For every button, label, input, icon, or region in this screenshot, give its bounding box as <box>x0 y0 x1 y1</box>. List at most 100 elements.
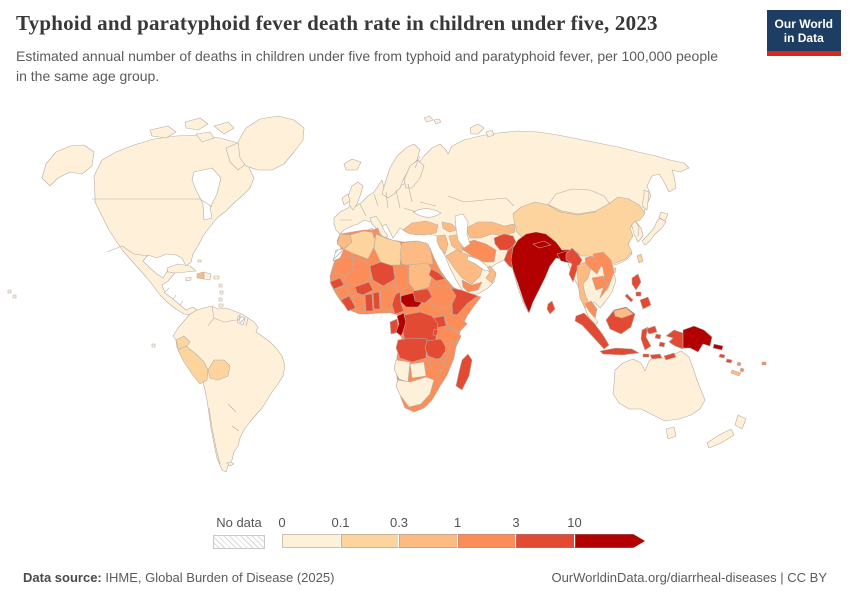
country-alaska[interactable] <box>41 144 95 187</box>
country-haiti[interactable] <box>196 271 205 280</box>
legend-tick: 0.1 <box>331 515 350 530</box>
country-indonesia[interactable] <box>574 306 684 361</box>
country-burkina-faso[interactable] <box>354 281 374 296</box>
legend-no-data-label: No data <box>216 515 262 530</box>
country-oman[interactable] <box>483 265 497 284</box>
country-dominican-republic[interactable] <box>203 271 212 281</box>
country-bolivia[interactable] <box>207 359 231 381</box>
country-south-sudan[interactable] <box>412 288 433 304</box>
country-myanmar[interactable] <box>565 247 583 283</box>
country-malaysian-borneo[interactable] <box>613 307 634 319</box>
country-cameroon[interactable] <box>391 291 405 315</box>
country-south-africa[interactable] <box>395 376 435 408</box>
country-french-guiana[interactable] <box>236 315 246 326</box>
country-greenland[interactable] <box>237 115 305 171</box>
country-sudan[interactable] <box>408 262 434 292</box>
country-sri-lanka[interactable] <box>546 300 556 315</box>
country-laos[interactable] <box>584 255 602 275</box>
country-new-caledonia[interactable] <box>730 369 742 377</box>
world-choropleth-map[interactable] <box>0 108 850 508</box>
country-uk[interactable] <box>347 181 364 211</box>
country-namibia[interactable] <box>393 359 411 383</box>
country-china[interactable] <box>512 196 646 265</box>
country-central-asia[interactable] <box>465 221 516 239</box>
country-angola[interactable] <box>395 337 428 363</box>
country-scandinavia[interactable] <box>381 143 421 199</box>
legend-color-segment[interactable] <box>282 534 341 548</box>
island-trinidad[interactable] <box>218 303 224 308</box>
country-egypt[interactable] <box>399 240 434 266</box>
country-zimbabwe[interactable] <box>429 357 445 373</box>
legend-color-segment[interactable] <box>457 534 516 548</box>
country-finland[interactable] <box>403 159 425 189</box>
legend-color-segment[interactable] <box>574 534 633 548</box>
country-somalia[interactable] <box>450 287 479 321</box>
country-algeria[interactable] <box>343 230 377 260</box>
country-caucasus[interactable] <box>441 221 458 233</box>
country-puerto-rico[interactable] <box>213 275 220 280</box>
country-fiji[interactable] <box>761 361 767 366</box>
owid-logo[interactable]: Our World in Data <box>766 10 841 56</box>
country-south-america[interactable] <box>172 305 286 473</box>
country-cuba[interactable] <box>166 263 197 274</box>
country-peru[interactable] <box>177 345 209 385</box>
data-source-text: IHME, Global Burden of Disease (2025) <box>101 570 335 585</box>
country-turkey[interactable] <box>402 220 439 236</box>
legend-tick: 0 <box>278 515 286 530</box>
country-ghana[interactable] <box>364 293 374 312</box>
country-mozambique[interactable] <box>436 339 458 386</box>
country-papua-new-guinea[interactable] <box>682 325 724 353</box>
country-nepal[interactable] <box>532 240 552 249</box>
country-botswana[interactable] <box>409 361 427 379</box>
country-vietnam[interactable] <box>592 251 615 299</box>
islands-bahamas[interactable] <box>197 259 202 263</box>
islands-galapagos[interactable] <box>151 343 156 348</box>
island-tasmania[interactable] <box>665 426 677 440</box>
islands-falkland[interactable] <box>226 461 235 467</box>
country-japan[interactable] <box>641 211 669 246</box>
arctic-islands[interactable] <box>149 117 253 171</box>
legend-tick: 0.3 <box>389 515 409 530</box>
country-guinea[interactable] <box>333 285 351 300</box>
country-congo[interactable] <box>395 312 408 337</box>
country-levant[interactable] <box>436 234 449 255</box>
no-data-hatch-swatch <box>213 535 265 549</box>
legend-color-segment[interactable] <box>340 534 399 548</box>
island-svalbard[interactable] <box>423 115 442 125</box>
license-link[interactable]: OurWorldinData.org/diarrheal-diseases | … <box>551 570 827 585</box>
island-sakhalin[interactable] <box>641 189 650 211</box>
page-title: Typhoid and paratyphoid fever death rate… <box>16 11 658 35</box>
legend-no-data[interactable]: No data <box>213 515 265 549</box>
country-jamaica[interactable] <box>185 276 192 282</box>
hudson-bay <box>191 167 222 221</box>
country-togo-benin[interactable] <box>372 291 381 310</box>
country-australia[interactable] <box>612 350 706 422</box>
country-ivory-coast[interactable] <box>351 293 366 312</box>
country-ireland[interactable] <box>341 193 351 206</box>
country-iceland[interactable] <box>343 158 362 171</box>
country-chad[interactable] <box>394 263 410 294</box>
country-italy[interactable] <box>369 215 389 240</box>
country-madagascar[interactable] <box>455 353 473 391</box>
islands-hawaii[interactable] <box>7 289 17 299</box>
country-philippines[interactable] <box>624 273 652 310</box>
country-yemen[interactable] <box>461 279 483 293</box>
legend-color-segment[interactable] <box>516 534 575 548</box>
country-niger[interactable] <box>369 261 396 287</box>
islands-lesser-antilles[interactable] <box>218 283 224 302</box>
island-novaya-zemlya[interactable] <box>469 123 495 138</box>
country-malaysia[interactable] <box>584 300 598 319</box>
country-cambodia[interactable] <box>591 275 609 291</box>
country-new-zealand[interactable] <box>706 414 747 449</box>
country-senegal[interactable] <box>329 277 345 290</box>
legend-color-segment[interactable] <box>399 534 458 548</box>
country-vanuatu[interactable] <box>736 361 745 373</box>
legend-tick-labels: 0 0.1 0.3 1 3 10 <box>278 515 634 530</box>
country-eritrea[interactable] <box>428 268 446 282</box>
country-solomon-islands[interactable] <box>718 353 733 364</box>
country-kenya[interactable] <box>443 312 468 333</box>
persian-gulf <box>466 255 491 272</box>
island-taiwan[interactable] <box>636 253 644 264</box>
country-iran[interactable] <box>461 239 497 263</box>
page-subtitle: Estimated annual number of deaths in chi… <box>16 48 719 85</box>
